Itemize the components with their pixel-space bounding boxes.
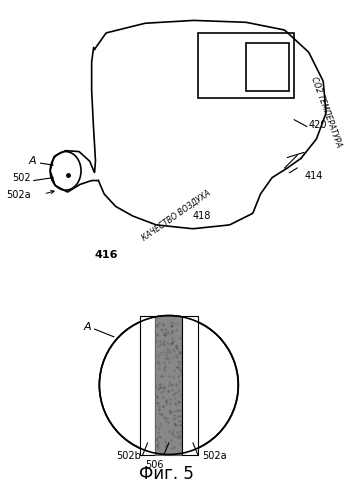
Bar (198, 33, 294, 97)
Text: A: A (29, 156, 37, 166)
Text: Фиг. 5: Фиг. 5 (139, 466, 194, 484)
Bar (155, 315, 182, 455)
Text: 420: 420 (309, 120, 327, 130)
Text: CO2 ТЕМПЕРАТУРА: CO2 ТЕМПЕРАТУРА (309, 76, 342, 149)
Bar (246, 42, 289, 91)
Text: 502b: 502b (116, 451, 141, 461)
Text: 502a: 502a (203, 451, 227, 461)
Text: 418: 418 (193, 212, 211, 222)
Bar (140, 315, 155, 455)
Text: 502: 502 (12, 173, 31, 183)
Text: КАЧЕСТВО ВОЗДУХА: КАЧЕСТВО ВОЗДУХА (140, 188, 212, 242)
Text: 502a: 502a (6, 190, 31, 200)
Bar (182, 315, 198, 455)
Text: 416: 416 (94, 250, 118, 260)
Text: A: A (84, 322, 92, 332)
Text: 506: 506 (145, 460, 163, 470)
Text: 414: 414 (305, 171, 323, 181)
